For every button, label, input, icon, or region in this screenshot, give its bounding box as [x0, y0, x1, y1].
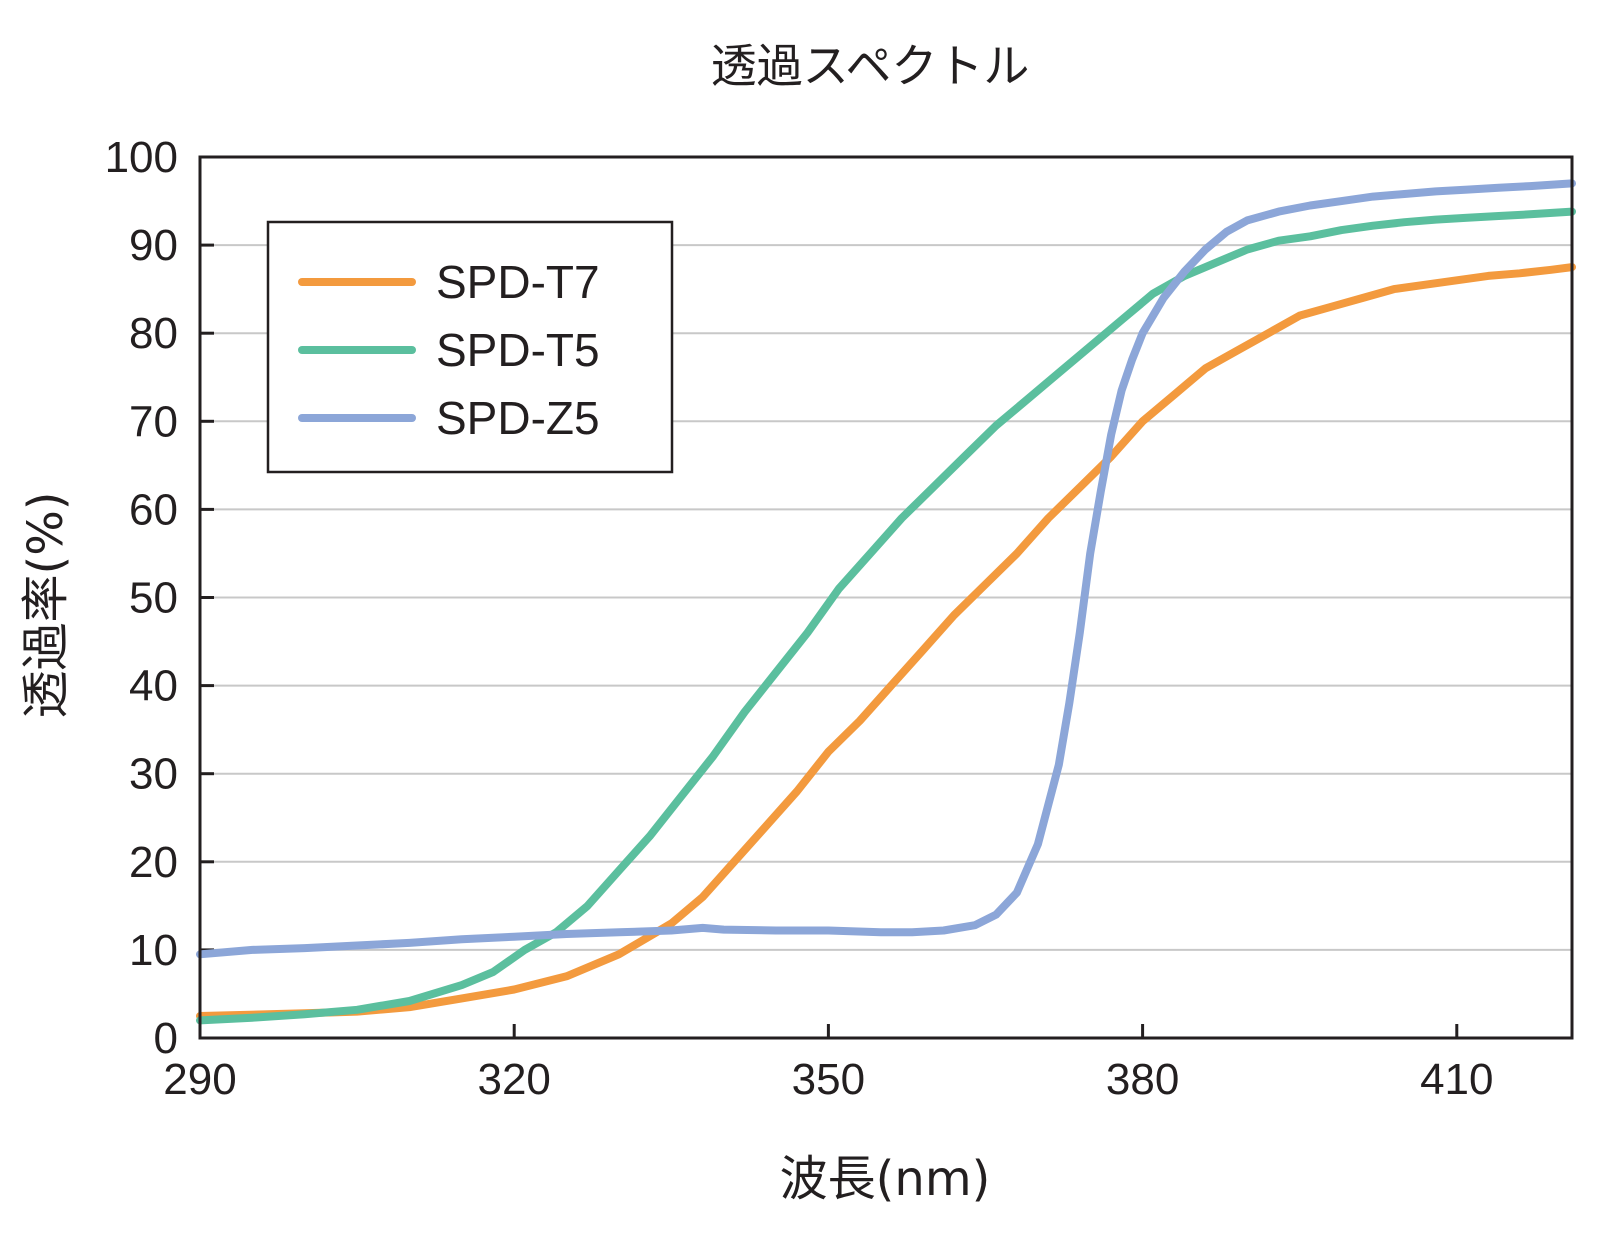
y-tick-label-30: 30 [129, 750, 178, 799]
y-tick-label-100: 100 [105, 133, 178, 182]
y-tick-label-0: 0 [154, 1014, 178, 1063]
y-tick-label-50: 50 [129, 574, 178, 623]
plot-frame [198, 155, 1574, 1040]
x-axis-ticks: 290 320 350 380 410 [163, 1024, 1494, 1104]
legend-label-spd-t7: SPD-T7 [436, 256, 600, 308]
x-axis-title: 波長(nm) [780, 1151, 991, 1207]
x-tick-label-350: 350 [792, 1055, 865, 1104]
y-tick-label-10: 10 [129, 926, 178, 975]
x-tick-label-320: 320 [477, 1055, 550, 1104]
series-line-spd-t7 [196, 263, 1576, 1020]
plot-area [196, 179, 1576, 1025]
y-tick-label-60: 60 [129, 485, 178, 534]
y-tick-label-40: 40 [129, 662, 178, 711]
x-tick-label-410: 410 [1420, 1055, 1493, 1104]
y-tick-label-70: 70 [129, 397, 178, 446]
y-tick-label-90: 90 [129, 221, 178, 270]
legend: SPD-T7 SPD-T5 SPD-Z5 [266, 220, 674, 474]
y-tick-label-80: 80 [129, 309, 178, 358]
x-tick-label-290: 290 [163, 1055, 236, 1104]
series-line-spd-t5 [196, 207, 1576, 1025]
y-axis-ticks: 0 10 20 30 40 50 60 70 80 90 100 [105, 133, 214, 1063]
series-line-spd-z5 [196, 179, 1576, 959]
y-axis-title: 透過率(%) [18, 491, 74, 718]
y-tick-label-20: 20 [129, 838, 178, 887]
legend-label-spd-t5: SPD-T5 [436, 324, 600, 376]
chart-title: 透過スペクトル [711, 39, 1030, 93]
x-tick-label-380: 380 [1106, 1055, 1179, 1104]
legend-label-spd-z5: SPD-Z5 [436, 392, 600, 444]
